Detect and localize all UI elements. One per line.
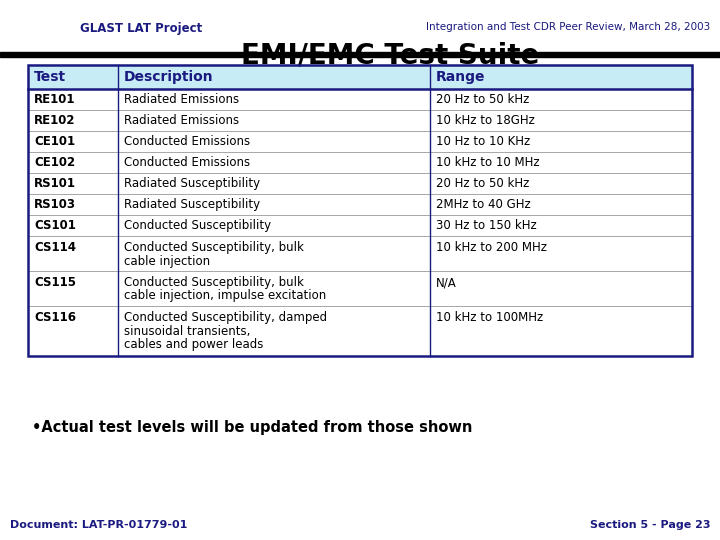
Text: Radiated Susceptibility: Radiated Susceptibility: [124, 198, 260, 211]
Text: CE101: CE101: [34, 135, 75, 148]
Text: 10 kHz to 100MHz: 10 kHz to 100MHz: [436, 311, 544, 324]
Text: 10 kHz to 10 MHz: 10 kHz to 10 MHz: [436, 156, 539, 169]
Text: sinusoidal transients,: sinusoidal transients,: [124, 325, 251, 338]
Text: Radiated Emissions: Radiated Emissions: [124, 93, 239, 106]
Text: 20 Hz to 50 kHz: 20 Hz to 50 kHz: [436, 93, 529, 106]
Text: CS116: CS116: [34, 311, 76, 324]
Text: GLAST LAT Project: GLAST LAT Project: [80, 22, 202, 35]
Text: N/A: N/A: [436, 276, 456, 289]
Text: •Actual test levels will be updated from those shown: •Actual test levels will be updated from…: [32, 420, 472, 435]
Text: Document: LAT-PR-01779-01: Document: LAT-PR-01779-01: [10, 520, 187, 530]
Text: 30 Hz to 150 kHz: 30 Hz to 150 kHz: [436, 219, 536, 232]
Text: Conducted Susceptibility, bulk: Conducted Susceptibility, bulk: [124, 276, 304, 289]
Text: 10 kHz to 200 MHz: 10 kHz to 200 MHz: [436, 241, 547, 254]
Text: Range: Range: [436, 70, 485, 84]
Text: CS114: CS114: [34, 241, 76, 254]
Bar: [28, 65, 692, 89]
Bar: [0, 52, 720, 57]
Bar: [28, 65, 692, 356]
Text: Conducted Emissions: Conducted Emissions: [124, 156, 250, 169]
Text: RE101: RE101: [34, 93, 76, 106]
Text: Conducted Susceptibility, damped: Conducted Susceptibility, damped: [124, 311, 327, 324]
Text: Radiated Susceptibility: Radiated Susceptibility: [124, 177, 260, 190]
Text: 10 kHz to 18GHz: 10 kHz to 18GHz: [436, 114, 535, 127]
Text: Section 5 - Page 23: Section 5 - Page 23: [590, 520, 710, 530]
Text: CS101: CS101: [34, 219, 76, 232]
Text: cable injection: cable injection: [124, 254, 210, 267]
Text: CE102: CE102: [34, 156, 75, 169]
Text: Test: Test: [34, 70, 66, 84]
Text: Conducted Emissions: Conducted Emissions: [124, 135, 250, 148]
Bar: [28, 65, 692, 356]
Text: EMI/EMC Test Suite: EMI/EMC Test Suite: [240, 42, 539, 70]
Text: Conducted Susceptibility: Conducted Susceptibility: [124, 219, 271, 232]
Text: 10 Hz to 10 KHz: 10 Hz to 10 KHz: [436, 135, 530, 148]
Text: RS101: RS101: [34, 177, 76, 190]
Text: 20 Hz to 50 kHz: 20 Hz to 50 kHz: [436, 177, 529, 190]
Text: CS115: CS115: [34, 276, 76, 289]
Text: RE102: RE102: [34, 114, 76, 127]
Text: Radiated Emissions: Radiated Emissions: [124, 114, 239, 127]
Text: 2MHz to 40 GHz: 2MHz to 40 GHz: [436, 198, 531, 211]
Text: cables and power leads: cables and power leads: [124, 338, 264, 351]
Text: RS103: RS103: [34, 198, 76, 211]
Text: cable injection, impulse excitation: cable injection, impulse excitation: [124, 289, 326, 302]
Text: Conducted Susceptibility, bulk: Conducted Susceptibility, bulk: [124, 241, 304, 254]
Text: Description: Description: [124, 70, 214, 84]
Text: Integration and Test CDR Peer Review, March 28, 2003: Integration and Test CDR Peer Review, Ma…: [426, 22, 710, 32]
